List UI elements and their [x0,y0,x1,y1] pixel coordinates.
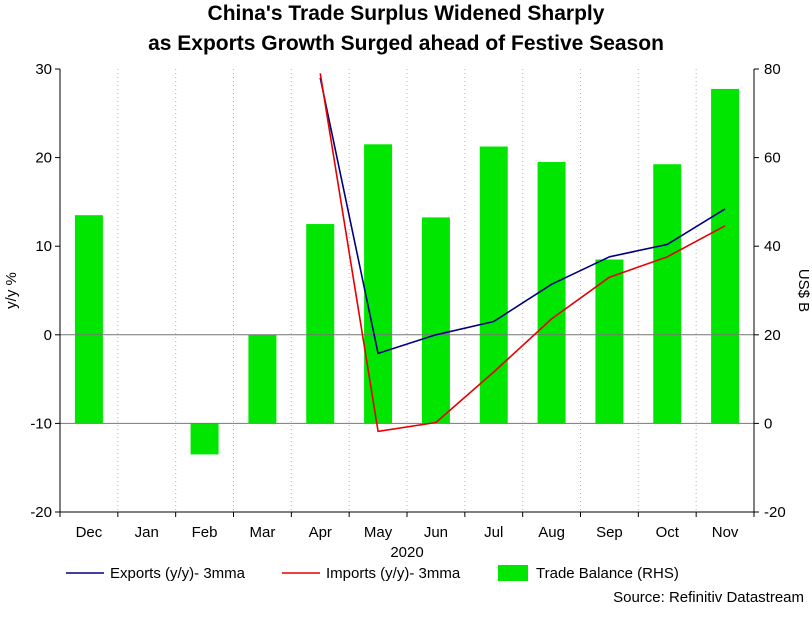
left-axis-label: y/y % [3,272,20,309]
bar-dec [74,215,103,424]
x-axis-label: 2020 [390,544,423,561]
left-tick-label: 10 [35,238,52,255]
left-tick-label: -10 [30,415,52,432]
x-tick-label: Nov [712,524,739,541]
right-axis-label: US$ B [795,269,812,312]
x-tick-label: Jan [135,524,159,541]
bar-series [74,88,740,455]
bar-mar [248,334,277,424]
bar-may [364,144,393,424]
left-tick-label: -20 [30,504,52,521]
bar-sep [595,259,624,424]
source-note: Source: Refinitiv Datastream [613,589,804,606]
right-tick-label: -20 [764,504,786,521]
legend-imports-label: Imports (y/y)- 3mma [326,565,461,582]
right-tick-label: 20 [764,327,781,344]
x-tick-label: Jun [424,524,448,541]
bar-apr [306,224,335,424]
left-tick-label: 20 [35,150,52,167]
zero-lines [60,334,754,424]
chart-title-line-2: as Exports Growth Surged ahead of Festiv… [148,32,664,55]
x-tick-label: Aug [538,524,565,541]
right-tick-label: 40 [764,238,781,255]
bar-feb [190,423,219,455]
bar-oct [653,164,682,424]
x-tick-label: Sep [596,524,623,541]
bar-jul [479,146,508,424]
line-series [319,73,726,433]
x-tick-label: Apr [309,524,332,541]
grid [59,69,755,512]
x-tick-label: May [364,524,393,541]
bar-aug [537,162,566,424]
chart-title-line-1: China's Trade Surplus Widened Sharply [207,2,605,25]
legend-exports-label: Exports (y/y)- 3mma [110,565,246,582]
x-tick-label: Mar [249,524,275,541]
right-tick-label: 0 [764,415,772,432]
axes: -20 -10 0 10 20 30 -20 0 20 40 60 80 Dec Jan Feb Mar Apr… [3,61,812,561]
exports-line [319,77,726,355]
bar-jun [421,217,450,424]
imports-line [319,73,726,433]
left-tick-label: 30 [35,61,52,78]
x-tick-label: Dec [76,524,103,541]
legend-trade-balance-swatch [498,565,528,581]
bar-nov [711,88,740,424]
x-tick-label: Jul [484,524,503,541]
legend-trade-balance-label: Trade Balance (RHS) [536,565,679,582]
x-tick-label: Oct [656,524,680,541]
legend: Exports (y/y)- 3mma Imports (y/y)- 3mma Tr… [66,565,679,582]
right-tick-label: 60 [764,150,781,167]
left-tick-label: 0 [44,327,52,344]
right-tick-label: 80 [764,61,781,78]
x-tick-label: Feb [192,524,218,541]
